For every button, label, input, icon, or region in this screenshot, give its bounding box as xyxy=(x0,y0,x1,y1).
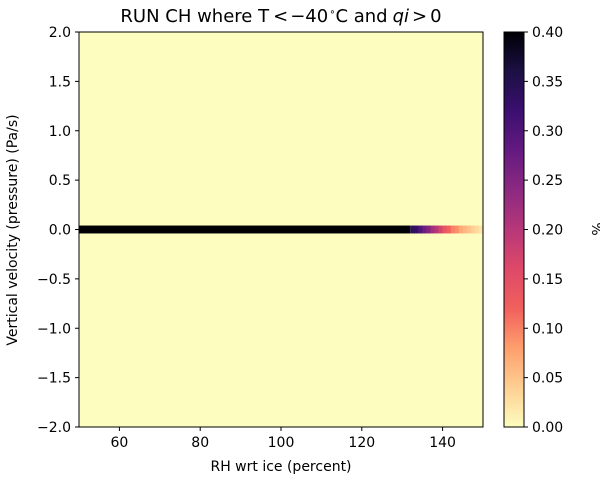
heatmap-cell xyxy=(410,225,415,234)
x-axis: 60 80 100 120 140 xyxy=(110,427,456,451)
heatmap-cell xyxy=(434,225,439,234)
heatmap-cell xyxy=(426,225,431,234)
heatmap-cell xyxy=(474,225,480,234)
y-tick-label: 0.5 xyxy=(49,173,71,189)
colorbar-tick-label: 0.35 xyxy=(532,74,563,90)
colorbar-tick-label: 0.40 xyxy=(532,25,563,41)
heatmap-cell xyxy=(430,225,435,234)
heatmap-cell xyxy=(422,225,427,234)
colorbar-tick-label: 0.05 xyxy=(532,371,563,387)
colorbar-tick-label: 0.10 xyxy=(532,321,563,337)
heatmap-cell xyxy=(446,225,451,234)
colorbar-label: % xyxy=(588,222,600,235)
x-tick-label: 120 xyxy=(348,435,375,451)
y-axis: 2.0 1.5 1.0 0.5 0.0 −0.5 −1.0 −1.5 −2.0 xyxy=(37,25,79,436)
heatmap-cells xyxy=(79,225,484,234)
colorbar-gradient xyxy=(504,32,524,427)
heatmap-cell xyxy=(450,225,456,234)
colorbar-tick-label: 0.15 xyxy=(532,272,563,288)
heatmap-cell xyxy=(442,225,447,234)
heatmap-cell xyxy=(470,225,476,234)
y-tick-label: 2.0 xyxy=(49,25,71,41)
colorbar-tick-label: 0.00 xyxy=(532,420,563,436)
colorbar: 0.00 0.05 0.10 0.15 0.20 0.25 0.30 0.35 0.40 xyxy=(503,25,563,436)
colorbar-tick-label: 0.30 xyxy=(532,124,563,140)
y-tick-label: 0.0 xyxy=(49,223,71,239)
y-tick-label: 1.5 xyxy=(49,74,71,90)
y-tick-label: −0.5 xyxy=(37,272,71,288)
heatmap-cell xyxy=(438,225,443,234)
heatmap-cell xyxy=(418,225,423,234)
heatmap-cell xyxy=(458,225,464,234)
heatmap-cell xyxy=(462,225,468,234)
heatmap-cell xyxy=(454,225,460,234)
y-tick-label: 1.0 xyxy=(49,124,71,140)
y-tick-label: −2.0 xyxy=(37,420,71,436)
y-tick-label: −1.5 xyxy=(37,371,71,387)
x-tick-label: 140 xyxy=(429,435,456,451)
chart-title: RUN CH where T < −40∘C and qi >0 xyxy=(120,6,441,27)
plot-area xyxy=(78,31,484,428)
x-axis-label: RH wrt ice (percent) xyxy=(210,459,351,475)
x-tick-label: 80 xyxy=(191,435,209,451)
y-tick-label: −1.0 xyxy=(37,321,71,337)
heatmap-cell xyxy=(478,225,484,234)
heatmap-cell xyxy=(414,225,419,234)
x-tick-label: 100 xyxy=(268,435,295,451)
y-axis-label: Vertical velocity (pressure) (Pa/s) xyxy=(5,114,21,345)
colorbar-ticks: 0.00 0.05 0.10 0.15 0.20 0.25 0.30 0.35 0.40 xyxy=(524,25,563,436)
heatmap-cell xyxy=(466,225,472,234)
heatmap-cell-saturated xyxy=(79,225,411,234)
colorbar-tick-label: 0.25 xyxy=(532,173,563,189)
colorbar-tick-label: 0.20 xyxy=(532,223,563,239)
x-tick-label: 60 xyxy=(110,435,128,451)
